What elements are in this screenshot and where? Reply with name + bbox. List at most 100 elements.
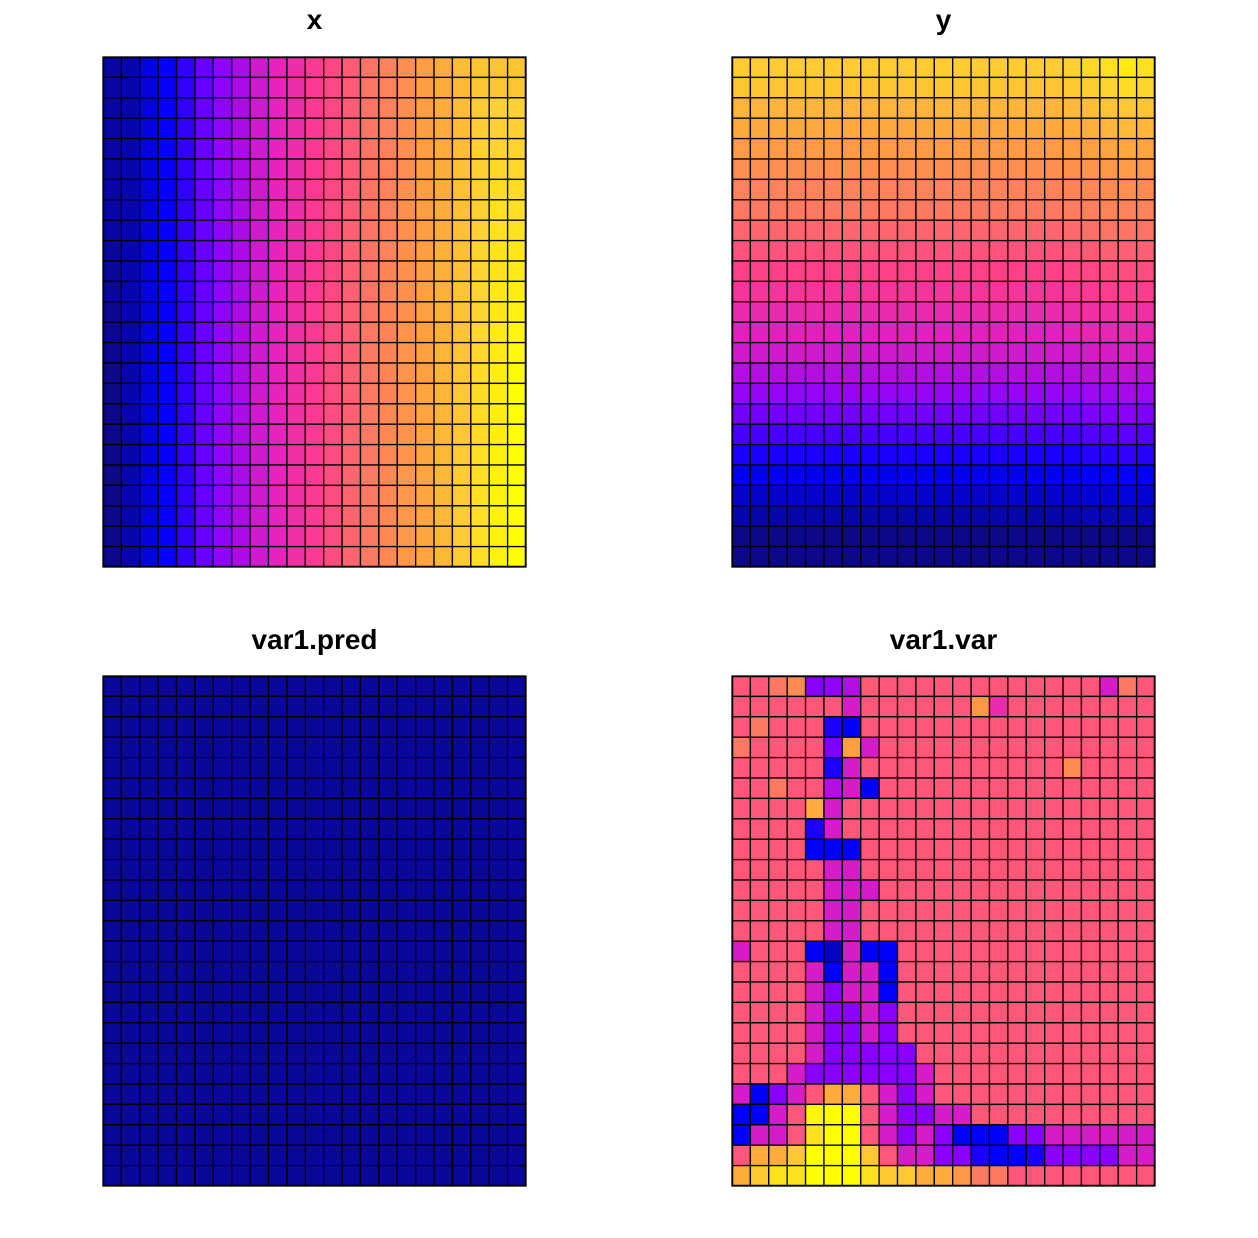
heatmap-cell [804, 239, 825, 262]
heatmap-cell [988, 321, 1009, 344]
heatmap-cell [804, 1144, 825, 1167]
heatmap-cell [194, 321, 214, 344]
heatmap-cell [470, 960, 490, 983]
heatmap-cell [451, 981, 472, 1004]
heatmap-cell [414, 838, 435, 861]
heatmap-cell [139, 756, 159, 779]
heatmap-cell [231, 777, 251, 800]
heatmap-cell [470, 797, 490, 820]
heatmap-cell [451, 97, 472, 119]
heatmap-cell [267, 1062, 288, 1085]
heatmap-cell [470, 525, 490, 548]
heatmap-cell [249, 797, 270, 820]
heatmap-cell [359, 1103, 380, 1126]
heatmap-cell [433, 777, 454, 800]
heatmap-cell [952, 675, 972, 698]
heatmap-cell [323, 1042, 343, 1065]
heatmap-cell [506, 76, 527, 99]
heatmap-cell [804, 1001, 825, 1024]
heatmap-cell [952, 178, 972, 201]
heatmap-cell [749, 178, 770, 201]
heatmap-cell [378, 716, 398, 738]
heatmap-cell [1062, 341, 1083, 364]
heatmap-cell [933, 756, 954, 779]
heatmap-cell [286, 137, 306, 160]
heatmap-cell [470, 56, 490, 79]
heatmap-cell [915, 505, 935, 527]
heatmap-cell [451, 301, 472, 323]
heatmap-cell [1025, 777, 1046, 800]
heatmap-cell [915, 1042, 935, 1065]
heatmap-cell [933, 76, 954, 99]
heatmap-cell [1080, 1144, 1101, 1167]
heatmap-cell [506, 321, 527, 344]
heatmap-cell [304, 736, 325, 759]
heatmap-cell [175, 341, 196, 364]
heatmap-cell [768, 423, 788, 446]
heatmap-cell [433, 1083, 454, 1106]
heatmap-cell [212, 545, 233, 568]
heatmap-cell [1080, 301, 1101, 323]
heatmap-cell [286, 545, 306, 568]
heatmap-cell [933, 838, 954, 861]
heatmap-cell [860, 1001, 880, 1024]
heatmap-cell [378, 525, 398, 548]
heatmap-cell [175, 899, 196, 922]
heatmap-cell [414, 1022, 435, 1044]
heatmap-cell [823, 443, 843, 466]
heatmap-cell [1099, 97, 1119, 119]
heatmap-cell [414, 695, 435, 718]
heatmap-cell [470, 464, 490, 487]
heatmap-cell [841, 178, 862, 201]
heatmap-cell [768, 545, 788, 568]
heatmap-cell [878, 920, 899, 942]
heatmap-cell [157, 158, 178, 181]
heatmap-cell [731, 736, 752, 759]
heatmap-cell [378, 280, 398, 303]
heatmap-cell [323, 178, 343, 201]
heatmap-cell [1062, 675, 1083, 698]
heatmap-cell [1025, 1001, 1046, 1024]
heatmap-cell [823, 219, 843, 242]
heatmap-cell [1025, 545, 1046, 568]
heatmap-cell [988, 219, 1009, 242]
heatmap-cell [341, 1022, 362, 1044]
heatmap-cell [970, 199, 991, 221]
heatmap-cell [488, 382, 509, 405]
heatmap-cell [804, 675, 825, 698]
heatmap-cell [488, 76, 509, 99]
heatmap-cell [102, 675, 123, 698]
heatmap-cell [194, 403, 214, 425]
heatmap-cell [212, 858, 233, 881]
heatmap-cell [878, 1144, 899, 1167]
heatmap-cell [341, 484, 362, 507]
heatmap-cell [267, 178, 288, 201]
heatmap-cell [749, 1001, 770, 1024]
heatmap-cell [451, 777, 472, 800]
heatmap-cell [139, 1124, 159, 1146]
heatmap-cell [470, 838, 490, 861]
heatmap-cell [175, 1001, 196, 1024]
heatmap-cell [286, 117, 306, 140]
heatmap-cell [323, 280, 343, 303]
heatmap-cell [341, 960, 362, 983]
heatmap-cell [249, 736, 270, 759]
heatmap-cell [286, 76, 306, 99]
heatmap-cell [378, 341, 398, 364]
heatmap-cell [267, 117, 288, 140]
heatmap-cell [304, 981, 325, 1004]
heatmap-cell [933, 879, 954, 902]
heatmap-cell [267, 97, 288, 119]
heatmap-cell [952, 301, 972, 323]
heatmap-cell [267, 464, 288, 487]
heatmap-cell [396, 838, 417, 861]
heatmap-cell [488, 117, 509, 140]
heatmap-cell [470, 756, 490, 779]
heatmap-cell [1117, 545, 1138, 568]
heatmap-cell [896, 362, 917, 385]
heatmap-cell [470, 137, 490, 160]
heatmap-cell [841, 321, 862, 344]
heatmap-cell [488, 158, 509, 181]
heatmap-cell [841, 777, 862, 800]
heatmap-cell [139, 899, 159, 922]
